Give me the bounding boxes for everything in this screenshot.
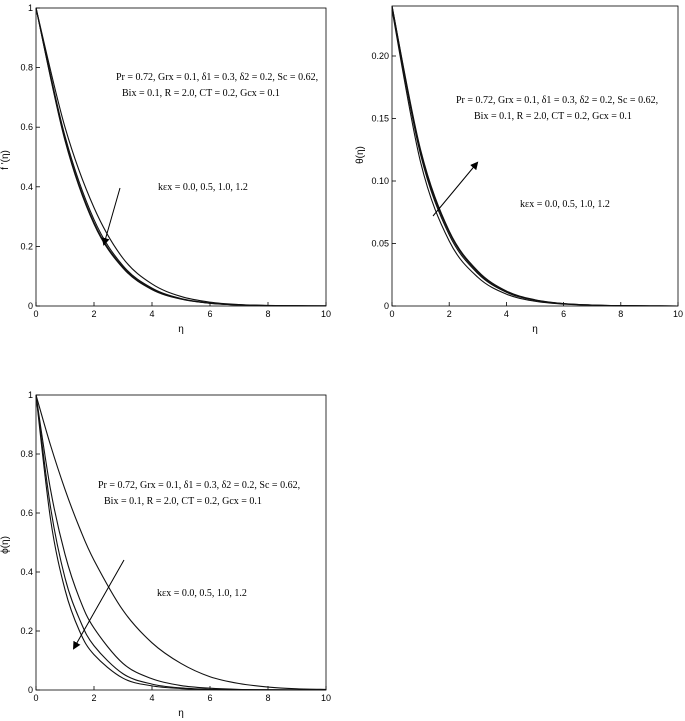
y-tick-label: 0 [28, 301, 33, 311]
x-tick-label: 4 [504, 309, 509, 319]
plot-area: 0 2 4 6 8 10 0 0.2 0.4 0.6 0.8 1 [20, 390, 331, 703]
trend-arrow [101, 187, 121, 246]
plot-frame [35, 7, 327, 307]
series-line [35, 7, 327, 307]
annotation-series: kεx = 0.0, 0.5, 1.0, 1.2 [520, 199, 610, 210]
x-tick-label: 4 [149, 693, 154, 703]
x-tick-label: 0 [33, 309, 38, 319]
x-tick-label: 6 [207, 309, 212, 319]
annotation-params-line2: Bix = 0.1, R = 2.0, CT = 0.2, Gcx = 0.1 [104, 496, 262, 507]
x-tick-label: 6 [207, 693, 212, 703]
y-tick-label: 1 [28, 390, 33, 400]
x-tick-label: 8 [265, 693, 270, 703]
x-tick-label: 10 [673, 309, 683, 319]
series-line [35, 7, 327, 307]
y-tick-label: 0.10 [371, 176, 389, 186]
y-tick-label: 0 [384, 301, 389, 311]
y-tick-label: 1 [28, 3, 33, 13]
y-tick-label: 0.8 [20, 63, 33, 73]
plot-area: 0 2 4 6 8 10 0 0.2 0.4 0.6 0.8 1 [20, 3, 331, 319]
y-axis-label: ϕ(η) [0, 536, 11, 554]
series-line [391, 5, 679, 307]
annotation-series: kεx = 0.0, 0.5, 1.0, 1.2 [158, 182, 248, 193]
annotation-params-line1: Pr = 0.72, Grx = 0.1, δ1 = 0.3, δ2 = 0.2… [456, 95, 658, 106]
y-tick-label: 0.4 [20, 182, 33, 192]
x-tick-label: 2 [447, 309, 452, 319]
plot-frame [35, 394, 327, 691]
y-tick-label: 0.20 [371, 51, 389, 61]
x-tick-label: 10 [321, 693, 331, 703]
annotation-params-line2: Bix = 0.1, R = 2.0, CT = 0.2, Gcx = 0.1 [474, 111, 632, 122]
series-line [35, 7, 327, 307]
x-tick-label: 4 [149, 309, 154, 319]
series-line [35, 394, 327, 691]
x-tick-label: 10 [321, 309, 331, 319]
y-tick-label: 0.2 [20, 241, 33, 251]
y-tick-label: 0.6 [20, 122, 33, 132]
series-line [35, 394, 327, 691]
y-tick-label: 0.15 [371, 114, 389, 124]
plot-area: 0 2 4 6 8 10 0 0.05 0.10 0.15 0.20 [371, 5, 683, 319]
series-line [391, 7, 679, 307]
series-line [391, 5, 679, 307]
series-line [391, 9, 679, 307]
annotation-params-line1: Pr = 0.72, Grx = 0.1, δ1 = 0.3, δ2 = 0.2… [98, 480, 300, 491]
x-axis-label: η [178, 324, 184, 335]
x-tick-label: 8 [618, 309, 623, 319]
y-axis-label: θ(η) [355, 146, 366, 164]
trend-arrow [432, 161, 479, 217]
plot-frame [391, 5, 679, 307]
y-tick-label: 0.8 [20, 449, 33, 459]
x-tick-label: 0 [389, 309, 394, 319]
panel-concentration: 0 2 4 6 8 10 0 0.2 0.4 0.6 0.8 1 ϕ(η) η Pr = 0.72, … [0, 390, 331, 719]
y-tick-label: 0.4 [20, 567, 33, 577]
panel-temperature: 0 2 4 6 8 10 0 0.05 0.10 0.15 0.20 θ(η) η Pr = 0.7… [355, 5, 683, 335]
y-axis-label: f '(η) [0, 150, 11, 170]
panel-velocity: 0 2 4 6 8 10 0 0.2 0.4 0.6 0.8 1 f '(η) η Pr = 0.72… [0, 3, 331, 335]
x-tick-label: 6 [561, 309, 566, 319]
series-line [35, 394, 327, 690]
x-tick-label: 2 [91, 309, 96, 319]
series-line [35, 7, 327, 307]
y-tick-label: 0.2 [20, 626, 33, 636]
annotation-params-line1: Pr = 0.72, Grx = 0.1, δ1 = 0.3, δ2 = 0.2… [116, 72, 318, 83]
x-axis-label: η [178, 708, 184, 719]
x-axis-label: η [532, 324, 538, 335]
y-tick-label: 0.6 [20, 508, 33, 518]
series-line [35, 394, 327, 691]
x-tick-label: 8 [265, 309, 270, 319]
y-tick-label: 0.05 [371, 239, 389, 249]
x-tick-label: 0 [33, 693, 38, 703]
annotation-series: kεx = 0.0, 0.5, 1.0, 1.2 [157, 588, 247, 599]
y-tick-label: 0 [28, 685, 33, 695]
annotation-params-line2: Bix = 0.1, R = 2.0, CT = 0.2, Gcx = 0.1 [122, 88, 280, 99]
trend-arrow [73, 559, 125, 650]
x-tick-label: 2 [91, 693, 96, 703]
